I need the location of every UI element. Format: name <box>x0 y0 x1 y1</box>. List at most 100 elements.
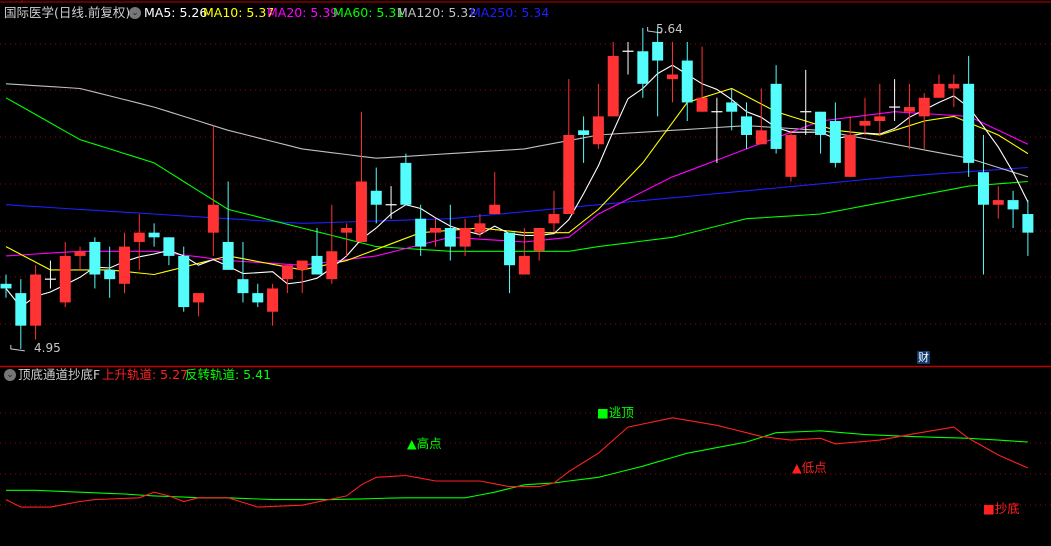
finance-badge[interactable]: 财 <box>917 351 930 364</box>
legend-ma120: MA120: 5.32 <box>397 5 477 20</box>
candle <box>1007 190 1019 228</box>
candle <box>918 93 930 149</box>
candle <box>267 283 279 326</box>
candle <box>859 97 871 135</box>
candle <box>118 232 130 294</box>
candle <box>504 232 516 294</box>
candle <box>652 28 664 117</box>
candle <box>74 246 86 270</box>
candle <box>578 116 590 163</box>
candle-body <box>15 293 27 326</box>
candle <box>444 204 456 261</box>
candle <box>977 134 989 275</box>
candle-body <box>489 204 501 215</box>
candle <box>800 69 812 135</box>
high-price-pointer <box>647 27 662 34</box>
candle <box>889 79 901 122</box>
candle <box>385 186 397 219</box>
candle-body <box>1022 214 1034 233</box>
ma-line-ma60 <box>5 97 1028 252</box>
candle-body <box>252 293 264 303</box>
candle-body <box>89 241 101 275</box>
candle <box>592 83 604 149</box>
chevron-down-icon[interactable]: ⌄ <box>4 369 16 381</box>
signal-low-point: ▲低点 <box>792 460 827 475</box>
low-price-label: 4.95 <box>34 341 61 355</box>
candle <box>400 153 412 205</box>
ma-line-ma120 <box>5 83 1029 178</box>
candle <box>874 83 886 135</box>
candle <box>726 88 738 131</box>
candle <box>44 260 56 289</box>
candle-body <box>666 74 678 80</box>
candle-body <box>133 232 145 242</box>
candle-body <box>681 60 693 103</box>
candle-body <box>59 255 71 303</box>
candle <box>15 279 27 349</box>
candle-body <box>148 232 160 238</box>
legend-ma60: MA60: 5.31 <box>333 5 405 20</box>
candle <box>237 241 249 303</box>
indicator-gridlines <box>0 412 1051 506</box>
candle <box>681 41 693 122</box>
candle <box>903 83 915 149</box>
candle <box>548 190 560 233</box>
candle <box>281 265 293 294</box>
candle-body <box>74 251 86 256</box>
indicator-name[interactable]: 顶底通道抄底F <box>18 367 101 382</box>
candle <box>1022 200 1034 256</box>
candle <box>429 218 441 247</box>
candle-body <box>104 269 116 280</box>
candle-body <box>652 41 664 61</box>
candle <box>311 228 323 275</box>
legend-rise-channel: 上升轨道: 5.27 <box>102 367 189 382</box>
candle-body <box>607 55 619 117</box>
candle-body <box>933 83 945 98</box>
candle-body <box>741 116 752 135</box>
candle <box>148 223 160 247</box>
candle <box>963 55 975 177</box>
signal-bottom-fishing: ■抄底 <box>983 501 1020 516</box>
candle <box>207 125 219 256</box>
candle <box>711 97 723 163</box>
stock-title[interactable]: 国际医学(日线.前复权) <box>4 5 131 20</box>
candlesticks <box>0 28 1034 349</box>
moving-average-lines <box>5 64 1029 308</box>
candle-body <box>311 255 323 275</box>
candle <box>489 172 501 215</box>
candle-body <box>341 228 353 233</box>
candle <box>785 130 797 182</box>
candle-body <box>267 288 279 312</box>
price-gridlines <box>0 43 1051 325</box>
low-price-pointer <box>10 344 25 352</box>
candle-body <box>518 255 530 275</box>
candle <box>607 41 619 117</box>
candle-body <box>370 190 382 205</box>
candle-body <box>977 172 989 205</box>
candle-body <box>533 228 545 252</box>
price-marks <box>10 27 662 352</box>
candle <box>296 260 308 294</box>
high-price-label: 5.64 <box>656 22 683 36</box>
candle <box>992 186 1004 219</box>
candle-body <box>815 111 827 135</box>
candle <box>222 181 234 270</box>
chevron-down-icon[interactable]: ⌄ <box>129 7 141 19</box>
candle <box>637 28 649 98</box>
ma-line-ma250 <box>5 166 1028 224</box>
legend-reverse-channel: 反转轨道: 5.41 <box>185 367 272 382</box>
signal-high-point: ▲高点 <box>407 436 442 451</box>
candle <box>459 218 471 256</box>
candle-body <box>948 83 960 89</box>
legend-ma10: MA10: 5.37 <box>203 5 275 20</box>
candle-body <box>237 279 249 294</box>
candle-body <box>859 121 871 126</box>
ma-line-ma10 <box>5 87 1029 276</box>
indicator-lines <box>5 417 1029 508</box>
candle-body <box>415 218 427 247</box>
candle <box>533 228 545 261</box>
candle <box>474 214 486 238</box>
candle-body <box>474 223 486 233</box>
candle <box>815 111 827 154</box>
